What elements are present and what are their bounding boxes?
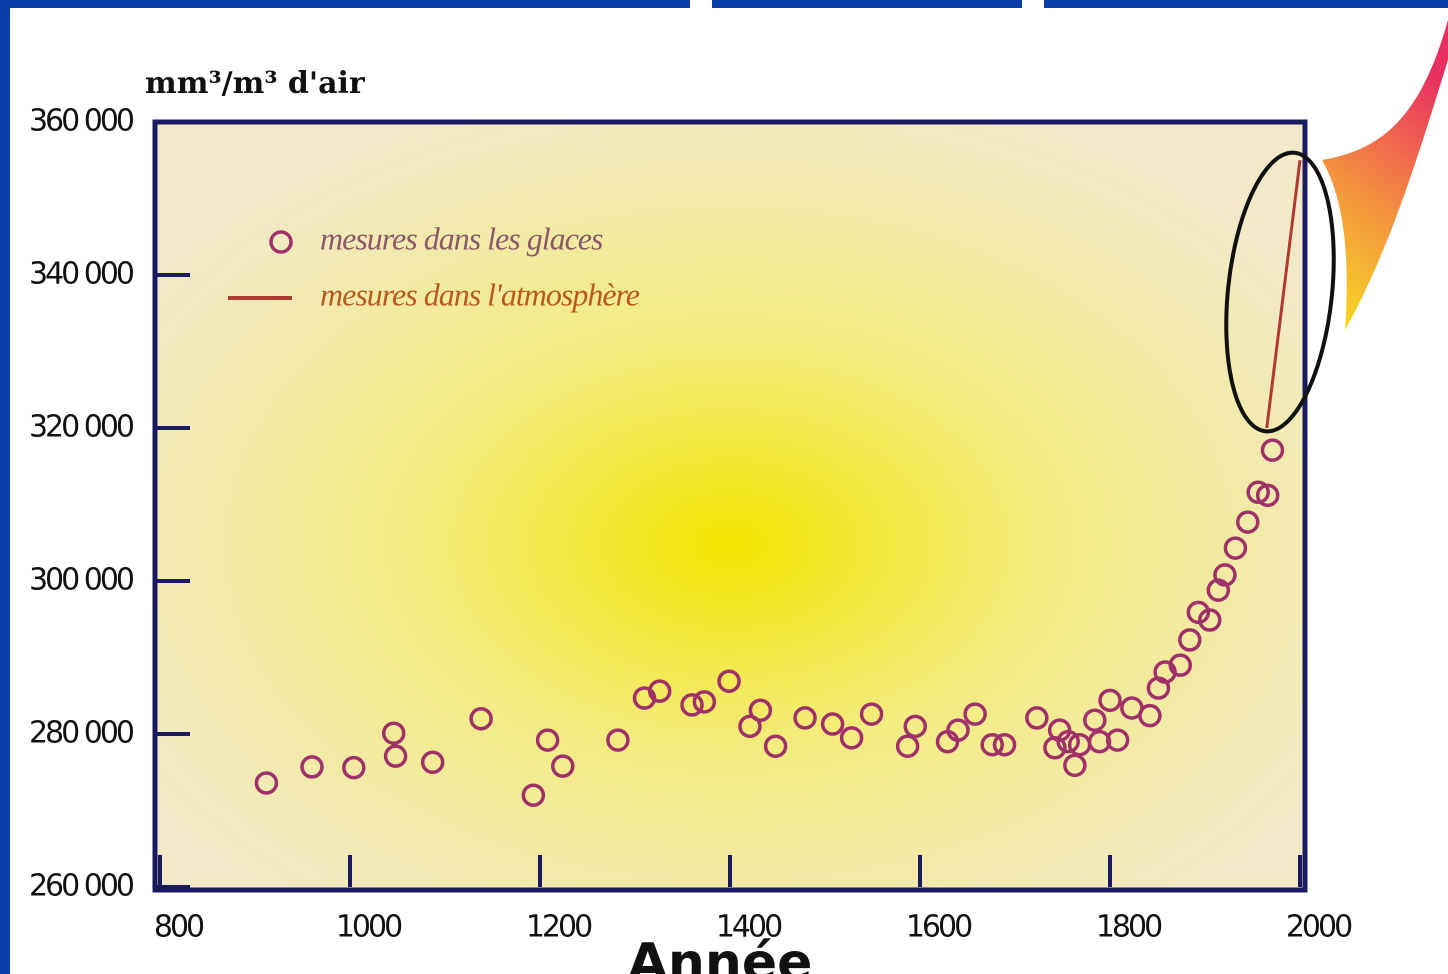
legend-label: mesures dans l'atmosphère [320, 276, 640, 312]
data-point [763, 734, 788, 758]
data-point [1236, 510, 1260, 534]
data-point [1083, 708, 1107, 732]
data-point [903, 714, 927, 739]
data-point [521, 783, 546, 807]
y-tick-label: 300 000 [29, 563, 134, 598]
data-point [692, 690, 717, 714]
data-point [383, 744, 408, 768]
y-axis-label: mm³/m³ d'air [145, 66, 366, 101]
data-line [1265, 160, 1302, 429]
y-tick-label: 360 000 [29, 104, 134, 139]
data-point [1260, 438, 1285, 462]
data-point [859, 702, 884, 726]
x-tick-label: 1400 [716, 910, 782, 945]
data-point [535, 728, 560, 752]
data-point [420, 750, 445, 775]
legend-label: mesures dans les glaces [320, 220, 603, 256]
x-tick-label: 1000 [336, 910, 402, 945]
data-point [254, 771, 279, 795]
x-tick-label: 800 [154, 910, 204, 945]
x-tick-label: 1200 [526, 910, 592, 945]
data-point [1098, 688, 1122, 713]
data-point [381, 721, 406, 745]
data-point [1105, 728, 1130, 752]
data-point [342, 755, 366, 780]
x-axis-label: Année [628, 933, 813, 974]
highlight-ellipse [1224, 150, 1336, 434]
y-tick-label: 280 000 [29, 716, 134, 751]
data-point [980, 732, 1004, 757]
data-point [551, 754, 575, 778]
data-point [820, 712, 845, 736]
data-point [963, 702, 987, 726]
data-point [647, 679, 672, 703]
data-point [738, 714, 762, 739]
data-point [1223, 536, 1248, 560]
data-point [469, 706, 493, 731]
legend-swatch [269, 230, 293, 254]
data-point [1213, 563, 1237, 587]
data-point [1178, 628, 1202, 652]
x-tick-label: 1800 [1096, 910, 1162, 945]
y-tick-label: 340 000 [29, 257, 134, 292]
legend: mesures dans les glaces mesures dans l'at… [228, 220, 641, 312]
data-point [1198, 608, 1222, 632]
y-tick-label: 260 000 [29, 869, 134, 904]
data-point [1087, 729, 1112, 754]
data-point [793, 706, 817, 730]
data-point [1246, 480, 1270, 505]
data-point [946, 718, 970, 742]
data-point [839, 726, 864, 750]
data-point [717, 669, 741, 693]
data-point [895, 734, 920, 758]
x-tick-label: 1600 [906, 910, 972, 945]
data-point [748, 698, 773, 723]
data-point [992, 732, 1017, 757]
data-point [1255, 483, 1280, 508]
flame-arrow [1322, 20, 1448, 330]
data-point [300, 755, 324, 779]
y-tick-label: 320 000 [29, 410, 134, 445]
x-tick-label: 2000 [1286, 910, 1352, 945]
slide-mark [690, 0, 712, 8]
data-point [1056, 729, 1080, 754]
data-point [1025, 706, 1049, 730]
data-point [1138, 703, 1162, 728]
data-point [680, 693, 704, 717]
data-point [1168, 653, 1193, 677]
data-point [606, 728, 630, 752]
slide-mark [1022, 0, 1044, 8]
